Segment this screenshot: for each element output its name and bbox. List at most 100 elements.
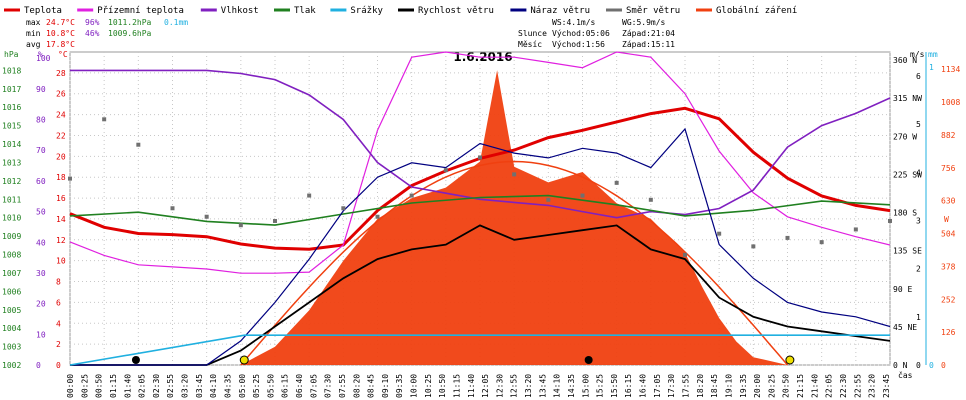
x-tick: 18:45 <box>710 374 719 398</box>
sunset-marker <box>785 355 795 365</box>
wind-direction-point <box>68 176 72 181</box>
x-tick: 00:00 <box>66 374 75 398</box>
humidity-tick: 100 <box>36 54 51 63</box>
wind-direction-point <box>170 206 175 211</box>
x-tick: 09:35 <box>395 374 404 398</box>
rain-tick: 0 <box>929 361 934 370</box>
humidity-axis-label: % <box>38 50 43 59</box>
stats-panel: max 24.7°C 96% 1011.2hPa 0.1mm min 10.8°… <box>26 18 188 49</box>
x-tick: 22:55 <box>853 374 862 398</box>
temperature-tick: 12 <box>56 236 66 245</box>
x-tick: 05:00 <box>238 374 247 398</box>
legend-label: Tlak <box>294 6 316 16</box>
wind-speed-tick: 4 <box>916 168 921 177</box>
max-pressure: 1011.2hPa <box>108 18 152 27</box>
solar-area <box>240 70 788 366</box>
wind-direction-point <box>204 214 209 219</box>
x-tick: 11:15 <box>453 374 462 398</box>
temperature-tick: 8 <box>56 278 61 287</box>
x-tick: 12:05 <box>481 374 490 398</box>
x-tick: 09:10 <box>381 374 390 398</box>
max-humidity: 96% <box>85 18 100 27</box>
wind-direction-point <box>546 197 551 202</box>
x-tick: 04:10 <box>209 374 218 398</box>
humidity-tick: 0 <box>36 361 41 370</box>
temperature-tick: 6 <box>56 298 61 307</box>
wind-direction-point <box>478 155 482 160</box>
x-tick: 12:30 <box>495 374 504 398</box>
avg-temp: 17.8°C <box>46 40 75 49</box>
wind-direction-point <box>307 193 312 198</box>
wind-direction-point <box>717 231 722 236</box>
wind-direction-tick: 0 N <box>893 361 908 370</box>
legend-label: Náraz větru <box>530 6 590 16</box>
wind-direction-point <box>102 117 107 122</box>
wind-direction-point <box>648 197 653 202</box>
x-tick: 18:20 <box>696 374 705 398</box>
pressure-tick: 1016 <box>2 103 21 112</box>
rain-tick: 1 <box>929 63 934 72</box>
x-tick: 00:25 <box>80 374 89 398</box>
wind-direction-point <box>238 223 243 228</box>
x-tick: 06:40 <box>295 374 304 398</box>
pressure-tick: 1006 <box>2 287 21 296</box>
temperature-tick: 20 <box>56 152 66 161</box>
humidity-tick: 20 <box>36 300 46 309</box>
solar-tick: 630 <box>941 197 956 206</box>
x-tick: 11:40 <box>467 374 476 398</box>
humidity-tick: 30 <box>36 269 46 278</box>
wind-direction-point <box>375 214 380 219</box>
pressure-tick: 1010 <box>2 214 21 223</box>
wind-direction-tick: 225 SW <box>893 170 922 179</box>
x-tick: 15:50 <box>610 374 619 398</box>
pressure-axis-label: hPa <box>4 50 19 59</box>
series-line-vlhkost <box>70 69 891 219</box>
x-tick: 07:55 <box>338 374 347 398</box>
humidity-tick: 10 <box>36 330 46 339</box>
pressure-tick: 1013 <box>2 158 21 167</box>
axes: hPa1002100310041005100610071008100910101… <box>2 50 960 398</box>
moonrise-marker <box>131 356 140 364</box>
wind-direction-point <box>136 142 141 147</box>
pressure-tick: 1008 <box>2 251 21 260</box>
max-label: max <box>26 18 41 27</box>
legend-label: Směr větru <box>626 6 680 16</box>
x-tick: 05:50 <box>266 374 275 398</box>
pressure-tick: 1011 <box>2 195 21 204</box>
sun-moon-markers <box>131 355 795 365</box>
series-line-srážky <box>69 334 890 366</box>
x-tick: 19:35 <box>739 374 748 398</box>
x-tick: 08:45 <box>367 374 376 398</box>
x-tick: 04:35 <box>224 374 233 398</box>
pressure-tick: 1002 <box>2 361 21 370</box>
pressure-tick: 1015 <box>2 122 21 131</box>
sun-label: Slunce <box>518 29 547 38</box>
pressure-tick: 1018 <box>2 66 21 75</box>
x-tick: 23:45 <box>882 374 891 398</box>
legend-label: Globální záření <box>716 6 797 16</box>
pressure-tick: 1009 <box>2 232 21 241</box>
x-tick: 20:50 <box>782 374 791 398</box>
wind-direction-tick: 45 NE <box>893 323 917 332</box>
wind-speed-tick: 0 <box>916 361 921 370</box>
sunset: Západ:21:04 <box>622 29 675 38</box>
x-tick: 02:55 <box>166 374 175 398</box>
x-tick: 17:05 <box>653 374 662 398</box>
x-tick: 23:20 <box>868 374 877 398</box>
legend-label: Rychlost větru <box>418 6 494 16</box>
x-tick: 02:05 <box>138 374 147 398</box>
x-tick: 12:55 <box>510 374 519 398</box>
min-label: min <box>26 29 41 38</box>
x-tick: 10:00 <box>410 374 419 398</box>
x-tick: 15:25 <box>596 374 605 398</box>
wind-speed-axis-label: m/s <box>910 50 925 59</box>
legend-label: Vlhkost <box>221 6 259 16</box>
wind-direction-point <box>888 218 892 223</box>
x-tick: 17:55 <box>682 374 691 398</box>
temperature-tick: 22 <box>56 131 66 140</box>
wind-direction-point <box>512 172 517 177</box>
wind-direction-tick: 270 W <box>893 132 917 141</box>
wind-direction-point <box>580 193 585 198</box>
x-tick: 14:35 <box>567 374 576 398</box>
